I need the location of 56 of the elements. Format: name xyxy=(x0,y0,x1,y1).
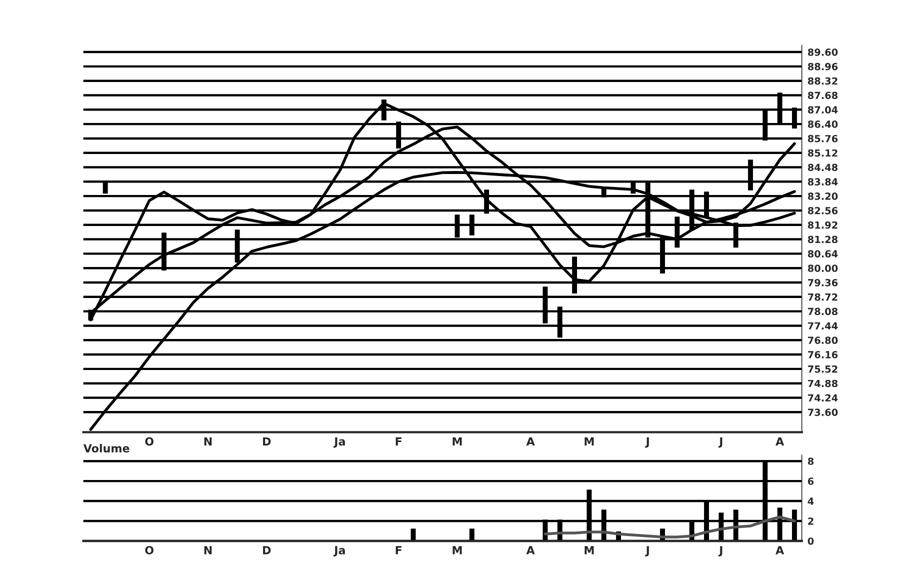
y-tick-label: 4 xyxy=(808,498,814,505)
y-tick-label: 83.84 xyxy=(808,178,838,186)
x-tick-label: M xyxy=(452,437,462,446)
x-tick-label: Ja xyxy=(334,437,345,448)
y-tick-label: 85.12 xyxy=(808,149,838,157)
y-tick-label: 74.88 xyxy=(808,380,838,388)
y-tick-label: 74.24 xyxy=(808,394,838,402)
y-tick-label: 73.60 xyxy=(808,408,838,416)
x-tick-label: Ja xyxy=(334,546,345,556)
x-tick-label: J xyxy=(645,437,649,448)
x-tick-label: F xyxy=(396,546,402,554)
chart-title: Volume xyxy=(83,444,130,452)
x-tick-label: M xyxy=(584,437,594,446)
x-tick-label: N xyxy=(204,437,212,446)
y-tick-label: 78.72 xyxy=(808,293,838,301)
y-tick-label: 86.40 xyxy=(808,120,838,128)
line-series xyxy=(544,516,796,538)
x-tick-label: A xyxy=(526,546,535,554)
bar xyxy=(469,528,474,541)
y-tick-label: 81.28 xyxy=(808,236,838,244)
x-tick-label: A xyxy=(776,546,784,554)
x-tick-label: J xyxy=(718,546,722,556)
y-tick-label: 84.48 xyxy=(808,164,838,172)
y-tick-label: 76.16 xyxy=(808,351,838,358)
y-tick-label: 8 xyxy=(808,458,814,465)
y-tick-label: 89.60 xyxy=(808,48,838,56)
y-tick-label: 85.76 xyxy=(808,134,838,142)
x-tick-label: M xyxy=(452,546,462,554)
y-tick-label: 6 xyxy=(808,478,814,485)
y-tick-label: 88.96 xyxy=(808,62,838,70)
y-tick-label: 87.68 xyxy=(808,92,838,100)
x-tick-label: O xyxy=(145,546,154,554)
x-tick-label: M xyxy=(584,546,594,554)
x-tick-label: D xyxy=(263,437,271,446)
x-tick-label: O xyxy=(145,437,154,446)
y-tick-label: 2 xyxy=(808,517,814,525)
y-tick-label: 79.36 xyxy=(808,278,838,286)
x-tick-label: J xyxy=(645,546,649,556)
x-tick-label: J xyxy=(718,437,722,448)
y-tick-label: 75.52 xyxy=(808,365,838,373)
y-tick-label: 76.80 xyxy=(808,336,838,344)
y-tick-label: 0 xyxy=(808,537,814,545)
x-tick-label: F xyxy=(396,437,402,446)
y-tick-label: 80.00 xyxy=(808,264,838,272)
y-tick-label: 77.44 xyxy=(808,322,838,330)
y-tick-label: 87.04 xyxy=(808,106,838,114)
x-tick-label: D xyxy=(263,546,271,554)
y-tick-label: 80.64 xyxy=(808,250,838,258)
x-tick-label: A xyxy=(776,437,784,446)
y-tick-label: 81.92 xyxy=(808,221,838,229)
x-tick-label: N xyxy=(204,546,212,554)
y-tick-label: 88.32 xyxy=(808,77,838,85)
x-tick-label: A xyxy=(526,437,535,446)
y-tick-label: 78.08 xyxy=(808,308,838,316)
y-tick-label: 82.56 xyxy=(808,206,838,214)
y-tick-label: 83.20 xyxy=(808,192,838,200)
